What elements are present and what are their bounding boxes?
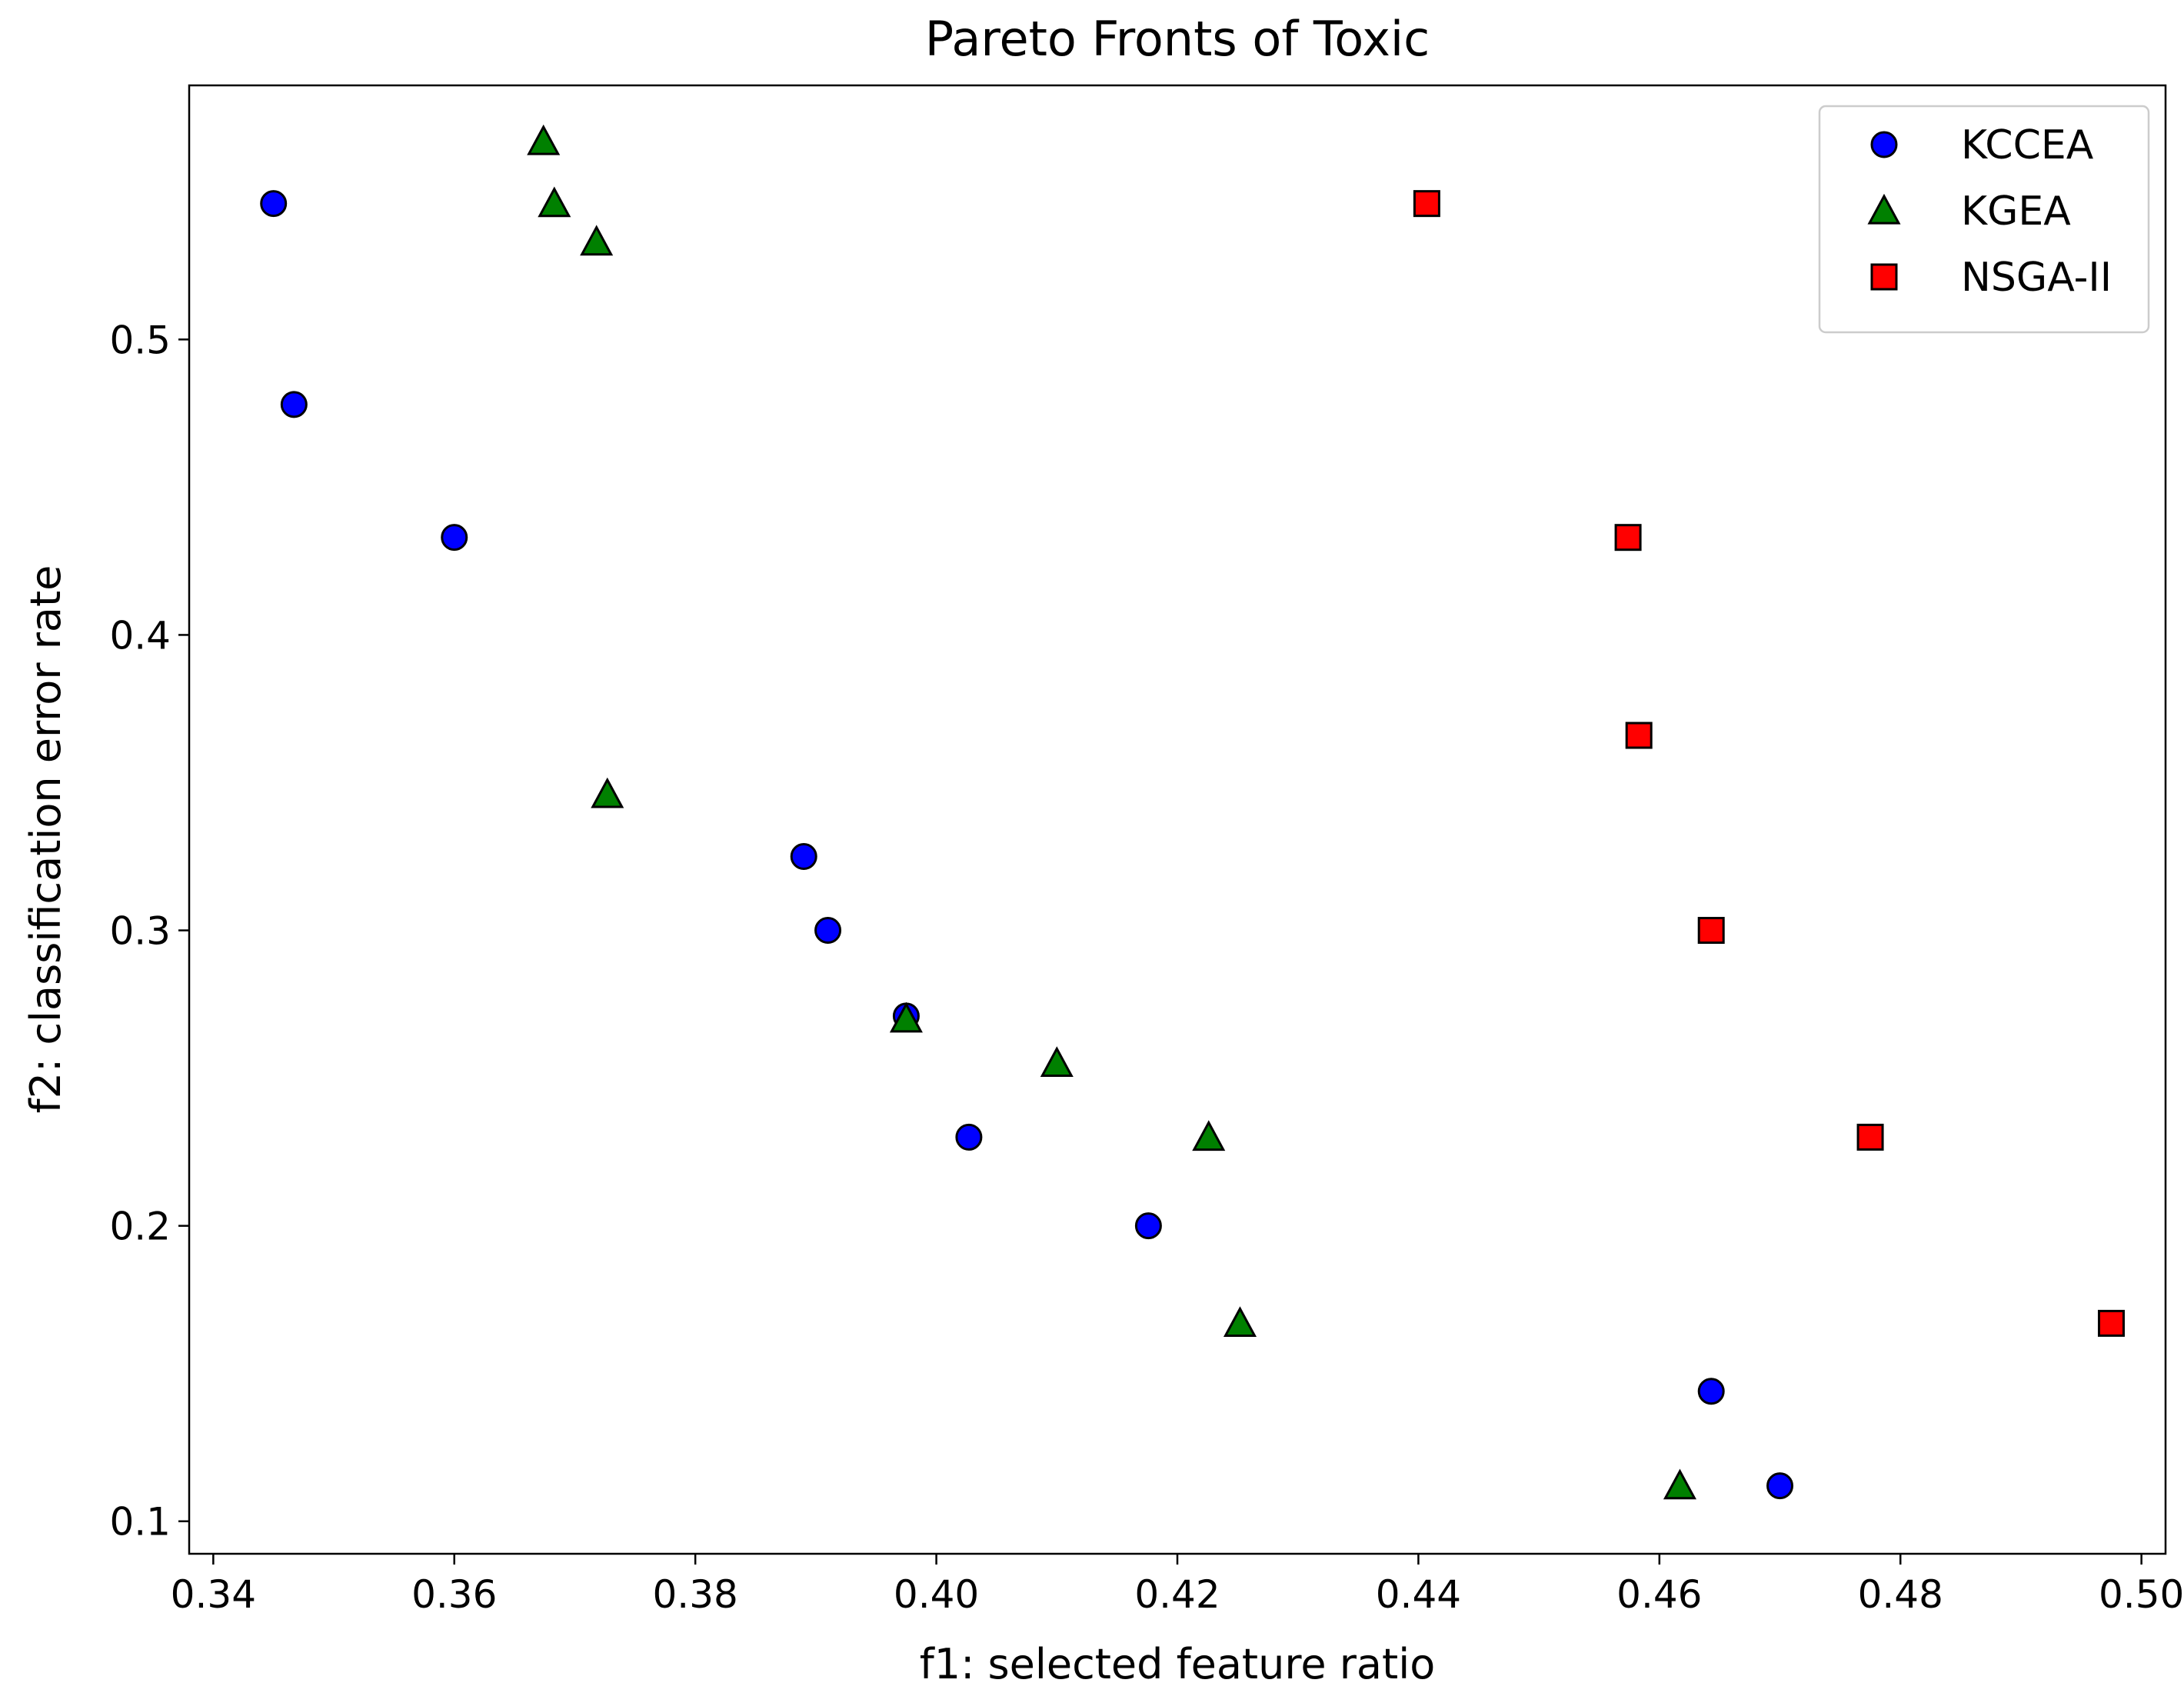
- triangle-point: [527, 124, 561, 155]
- triangle-point: [889, 1001, 923, 1033]
- y-tick-label: 0.4: [109, 613, 171, 658]
- legend-label: KGEA: [1961, 188, 2071, 235]
- circle-point: [260, 190, 288, 218]
- y-tick-label: 0.1: [109, 1500, 171, 1545]
- circle-point: [441, 524, 468, 552]
- circle-point: [814, 917, 842, 945]
- triangle-point: [538, 186, 571, 218]
- y-axis-label: f2: classification error rate: [22, 565, 70, 1114]
- triangle-point: [1663, 1468, 1696, 1500]
- y-tick-label: 0.3: [109, 909, 171, 954]
- square-point: [1614, 524, 1642, 552]
- series-kgea: [527, 124, 1696, 1500]
- legend: KCCEA KGEA NSGA-II: [1818, 105, 2150, 334]
- data-points: [260, 124, 2125, 1500]
- legend-entry: KGEA: [1867, 188, 2071, 235]
- x-tick-label: 0.34: [171, 1572, 256, 1617]
- legend-label: NSGA-II: [1961, 255, 2112, 301]
- legend-entry: NSGA-II: [1870, 255, 2112, 301]
- square-point: [1697, 917, 1725, 945]
- square-point: [1413, 190, 1440, 218]
- circle-point: [1766, 1472, 1794, 1500]
- square-point: [2097, 1309, 2125, 1337]
- legend-marker: [1870, 263, 1898, 291]
- legend-entry: KCCEA: [1870, 122, 2094, 168]
- x-tick-label: 0.48: [1858, 1572, 1943, 1617]
- triangle-point: [591, 777, 624, 808]
- series-nsga-ii: [1413, 190, 2125, 1337]
- x-tick-label: 0.36: [411, 1572, 497, 1617]
- square-point: [1625, 722, 1653, 749]
- axes: 0.34 0.36 0.38 0.40 0.42 0.44 0.46 0.48 0.50 0.1 0…: [109, 84, 2184, 1617]
- x-tick-label: 0.44: [1376, 1572, 1461, 1617]
- legend-label: KCCEA: [1961, 122, 2094, 168]
- triangle-point: [1223, 1306, 1257, 1338]
- series-kccea: [260, 190, 1794, 1500]
- x-tick-label: 0.40: [894, 1572, 979, 1617]
- square-point: [1856, 1123, 1884, 1151]
- circle-point: [790, 843, 817, 871]
- chart-title: Pareto Fronts of Toxic: [925, 11, 1430, 67]
- triangle-point: [1040, 1046, 1074, 1078]
- triangle-point: [1192, 1120, 1226, 1151]
- y-tick-label: 0.2: [109, 1205, 171, 1249]
- circle-point: [955, 1123, 983, 1151]
- x-tick-label: 0.50: [2099, 1572, 2184, 1617]
- x-tick-label: 0.42: [1134, 1572, 1220, 1617]
- triangle-point: [580, 225, 614, 256]
- legend-marker: [1870, 131, 1898, 158]
- legend-box: [1818, 105, 2150, 334]
- circle-point: [1134, 1212, 1162, 1240]
- x-axis-label: f1: selected feature ratio: [920, 1640, 1435, 1688]
- circle-point: [1697, 1378, 1725, 1405]
- legend-marker: [1867, 193, 1901, 225]
- y-tick-label: 0.5: [109, 318, 171, 362]
- x-tick-label: 0.38: [653, 1572, 738, 1617]
- x-tick-label: 0.46: [1616, 1572, 1702, 1617]
- circle-point: [280, 391, 308, 418]
